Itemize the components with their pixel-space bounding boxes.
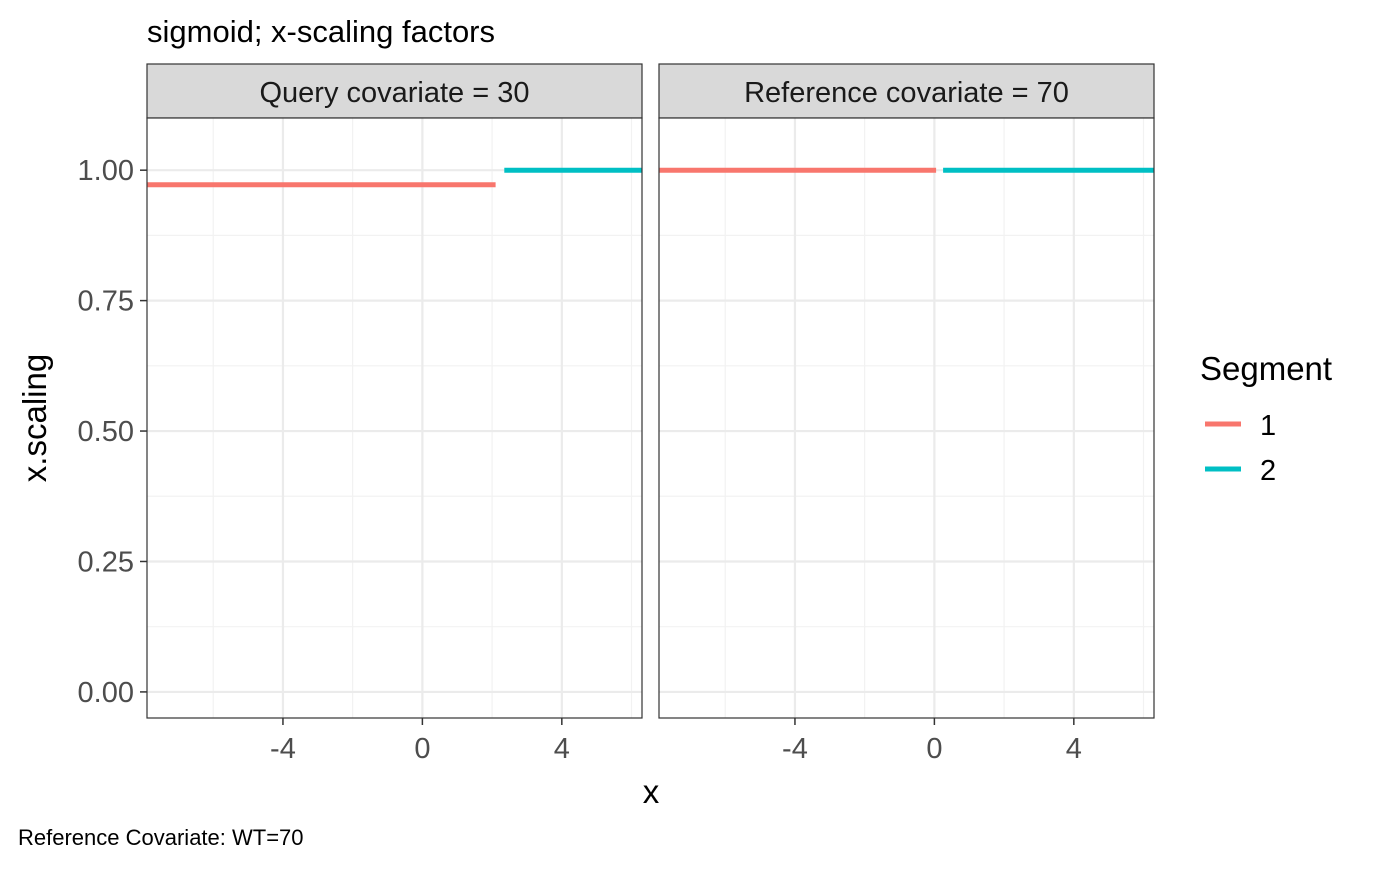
panel-border	[658, 117, 1155, 719]
facet-panels: Query covariate = 30 -4 0 4 0.00 0.25 0.50 0.75…	[78, 63, 1155, 765]
caption: Reference Covariate: WT=70	[18, 825, 304, 850]
x-tick-label: -4	[782, 733, 808, 765]
chart-title: sigmoid; x-scaling factors	[147, 14, 495, 49]
y-tick-label: 0.25	[78, 546, 134, 578]
facet-strip	[146, 63, 643, 119]
x-tick-label: 4	[554, 733, 570, 765]
x-tick-label: -4	[270, 733, 296, 765]
facet-panel-2: Reference covariate = 70 -4 0 4	[658, 63, 1155, 765]
x-tick-label: 0	[926, 733, 942, 765]
y-tick-label: 0.75	[78, 286, 134, 318]
y-axis-title: x.scaling	[16, 354, 53, 482]
facet-strip	[658, 63, 1155, 119]
facet-strip-label: Reference covariate = 70	[744, 77, 1069, 109]
panel-background	[147, 118, 642, 718]
x-tick-label: 0	[414, 733, 430, 765]
legend: Segment 1 2	[1200, 350, 1332, 487]
legend-label-segment-2: 2	[1260, 455, 1276, 487]
legend-title: Segment	[1200, 350, 1332, 387]
y-tick-label: 1.00	[78, 155, 134, 187]
y-tick-label: 0.50	[78, 416, 134, 448]
x-axis-title: x	[643, 773, 660, 810]
x-tick-label: 4	[1066, 733, 1082, 765]
panel-background	[659, 118, 1154, 718]
facet-panel-1: Query covariate = 30 -4 0 4 0.00 0.25 0.50 0.75…	[78, 63, 643, 765]
y-tick-label: 0.00	[78, 677, 134, 709]
legend-label-segment-1: 1	[1260, 410, 1276, 442]
facet-strip-label: Query covariate = 30	[259, 77, 529, 109]
panel-border	[146, 117, 643, 719]
